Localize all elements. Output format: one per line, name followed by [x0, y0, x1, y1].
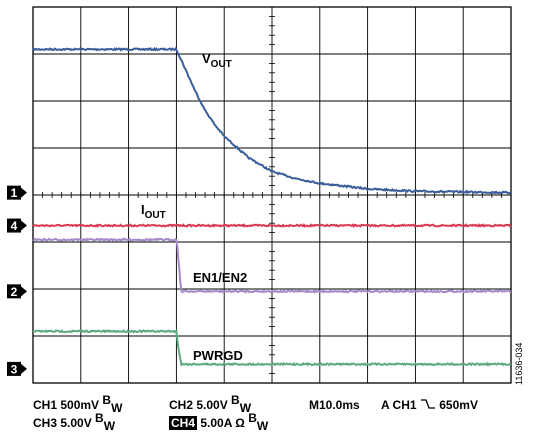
channel-marker-arrow [21, 220, 27, 231]
bw-b: B [231, 393, 240, 407]
channel-marker-2 [7, 284, 21, 299]
channel-marker-arrow [21, 187, 27, 198]
channel-marker-arrow [21, 363, 27, 374]
channel-marker-label: 2 [11, 285, 18, 299]
channel-marker-4 [7, 218, 21, 233]
label-main: V [202, 51, 211, 66]
bw-b: B [248, 411, 257, 425]
label-iout: IOUT [141, 202, 166, 221]
bw-b: B [102, 393, 112, 407]
trace-pwrgd [32, 329, 511, 367]
bw-w: W [111, 401, 123, 415]
status-timebase: M10.0ms [309, 398, 360, 412]
grid [32, 6, 512, 384]
trace-en1-en2 [32, 237, 512, 294]
channel-marker-label: 3 [11, 362, 18, 376]
bw-w: W [103, 419, 116, 433]
traces [32, 46, 512, 367]
label-vout: VOUT [202, 51, 232, 70]
trace-iout [32, 223, 512, 229]
label-pwrgd: PWRGD [193, 348, 243, 363]
channel-marker-label: 1 [11, 186, 18, 200]
channel-markers: 1 4 2 3 [7, 185, 27, 376]
trace-vout [32, 46, 511, 195]
figure-id: 11636-034 [514, 342, 524, 385]
bw-b: B [95, 411, 104, 425]
channel-marker-arrow [21, 286, 27, 297]
bw-w: W [256, 419, 269, 433]
channel-marker-3 [7, 361, 21, 376]
label-main: PWRGD [193, 348, 243, 363]
label-sub: OUT [145, 210, 166, 221]
label-main: EN1/EN2 [193, 270, 247, 285]
label-en1-en2: EN1/EN2 [193, 270, 247, 285]
status-ch4: CH4 5.00A Ω BW [169, 411, 269, 433]
label-sub: OUT [211, 59, 232, 70]
falling-edge-icon [420, 399, 435, 409]
status-trigger: A CH1 650mV [381, 398, 478, 412]
ch4-box: CH4 [169, 416, 198, 430]
channel-marker-label: 4 [11, 219, 18, 233]
status-ch3: CH3 5.00V BW [33, 411, 116, 433]
bw-w: W [239, 401, 252, 415]
status-ch1: CH1 500mV BW [33, 393, 123, 415]
channel-marker-1 [7, 185, 21, 200]
label-main: I [141, 202, 145, 217]
status-ch2: CH2 5.00V BW [169, 393, 252, 415]
